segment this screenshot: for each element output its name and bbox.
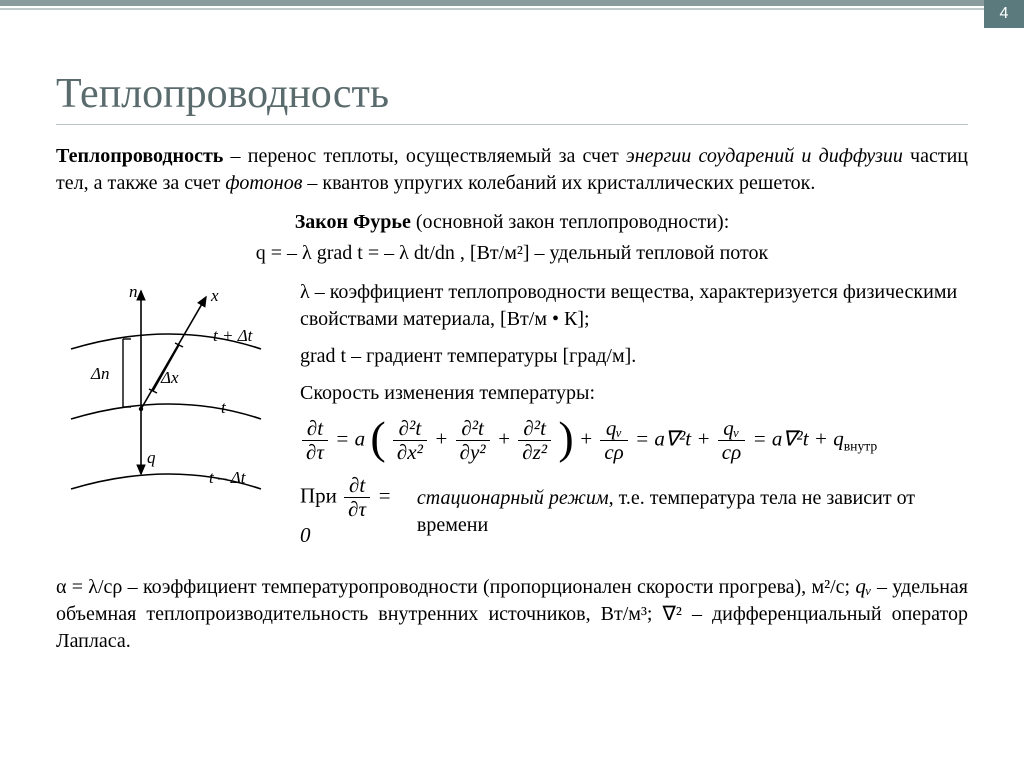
label-bot-curve: t – Δt — [209, 468, 247, 487]
gradient-diagram: n x q Δn Δx t + Δt t t – Δt — [56, 279, 286, 558]
label-dx: Δx — [160, 368, 179, 387]
definition-em2: фотонов — [225, 172, 302, 194]
lambda-definition: λ – коэффициент теплопроводности веществ… — [300, 279, 968, 333]
right-column: λ – коэффициент теплопроводности веществ… — [300, 279, 968, 558]
label-top-curve: t + Δt — [213, 326, 254, 345]
accent-bar — [0, 0, 1024, 6]
page-number-badge: 4 — [984, 0, 1024, 28]
definition-em1: энергии соударений и диффузии — [626, 145, 903, 167]
grad-definition: grad t – градиент температуры [град/м]. — [300, 343, 968, 370]
label-n: n — [129, 282, 138, 301]
heat-equation: ∂t∂τ = a ( ∂²t∂x² + ∂²t∂y² + ∂²t∂z² ) + … — [300, 417, 968, 464]
slide-content: Теплопроводность Теплопроводность – пере… — [0, 30, 1024, 767]
page-title: Теплопроводность — [56, 70, 968, 118]
label-q: q — [147, 448, 156, 467]
rate-heading: Скорость изменения температуры: — [300, 380, 968, 407]
definition-paragraph: Теплопроводность – перенос теплоты, осущ… — [56, 143, 968, 197]
law-formula: q = – λ grad t = – λ dt/dn , [Вт/м²] – у… — [56, 242, 968, 265]
accent-bar-inner — [0, 8, 1024, 10]
definition-term: Теплопроводность — [56, 145, 223, 167]
stationary-em: стационарный режим — [417, 487, 609, 509]
law-title: Закон Фурье (основной закон теплопроводн… — [56, 211, 968, 234]
title-underline — [56, 124, 968, 125]
stationary-condition: При ∂t∂τ = 0 стационарный режим, т.е. те… — [300, 474, 968, 550]
label-x: x — [210, 286, 219, 305]
label-dn: Δn — [90, 364, 109, 383]
bottom-paragraph: α = λ/cρ – коэффициент температуропровод… — [56, 572, 968, 655]
label-mid-curve: t — [221, 398, 227, 417]
